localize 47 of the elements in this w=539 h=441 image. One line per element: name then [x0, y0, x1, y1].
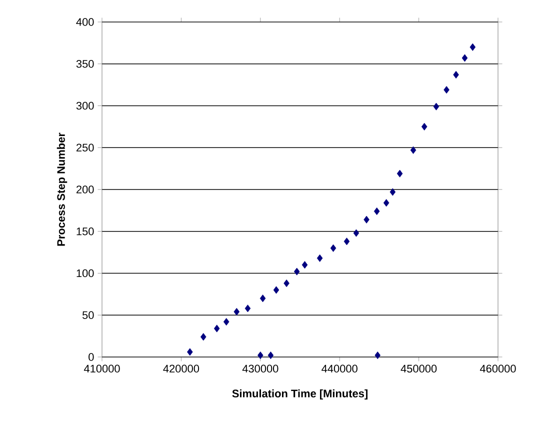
- point: [444, 86, 450, 94]
- point: [433, 102, 440, 110]
- point: [396, 170, 403, 178]
- point: [187, 348, 193, 356]
- point: [470, 43, 476, 51]
- point: [223, 318, 230, 326]
- point: [383, 199, 390, 207]
- point: [390, 188, 396, 196]
- x-tick-label: 460000: [480, 364, 516, 373]
- x-axis-title: Simulation Time [Minutes]: [232, 389, 368, 400]
- y-tick-label: 300: [76, 102, 94, 110]
- point: [453, 70, 459, 79]
- x-tick-label: 410000: [84, 364, 120, 373]
- x-tick-label: 420000: [163, 364, 200, 373]
- point: [374, 207, 380, 216]
- y-tick-label: 150: [76, 227, 94, 236]
- y-tick-label: 250: [76, 144, 94, 152]
- point: [330, 244, 336, 252]
- y-tick-label: 400: [76, 18, 94, 26]
- point: [284, 280, 290, 288]
- point: [273, 286, 280, 294]
- x-tick-label: 450000: [400, 364, 437, 373]
- point: [258, 352, 264, 360]
- point: [260, 294, 266, 302]
- y-tick-label: 200: [76, 186, 94, 194]
- y-tick-label: 350: [76, 60, 94, 68]
- point: [353, 229, 360, 237]
- point: [316, 254, 323, 262]
- point: [462, 54, 468, 62]
- point: [421, 122, 428, 130]
- point: [410, 146, 416, 154]
- y-tick-label: 50: [82, 311, 94, 319]
- point: [244, 304, 251, 312]
- point: [234, 308, 240, 316]
- point: [200, 333, 206, 341]
- point: [344, 238, 350, 246]
- point: [374, 352, 381, 360]
- x-tick-label: 440000: [322, 364, 358, 373]
- point: [364, 216, 370, 224]
- point: [302, 261, 308, 269]
- y-tick-label: 100: [76, 269, 94, 278]
- point: [294, 268, 300, 276]
- x-tick-label: 430000: [242, 364, 278, 373]
- point: [214, 324, 220, 332]
- point: [268, 352, 274, 360]
- y-axis-title: Process Step Number: [56, 132, 68, 246]
- y-tick-label: 0: [88, 353, 94, 361]
